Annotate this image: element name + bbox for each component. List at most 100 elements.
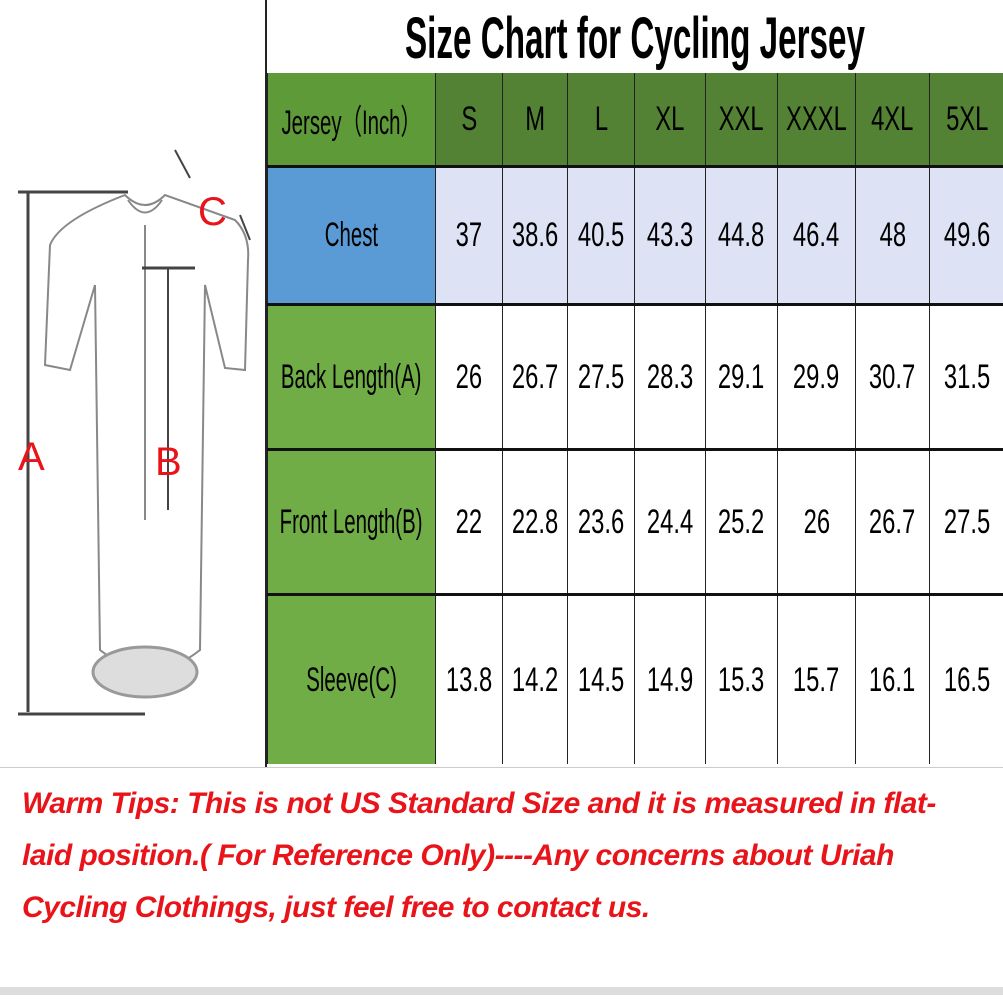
value-cell: 13.8 bbox=[435, 594, 503, 764]
cell-value: 49.6 bbox=[943, 216, 990, 254]
size-label: XL bbox=[655, 99, 685, 138]
cell-value: 15.3 bbox=[718, 660, 765, 699]
title-text: Size Chart for Cycling Jersey bbox=[405, 6, 865, 71]
cell-value: 14.5 bbox=[577, 660, 625, 699]
warm-tips-box: Warm Tips: This is not US Standard Size … bbox=[0, 767, 1003, 995]
value-cell: 29.9 bbox=[777, 304, 856, 451]
cell-value: 26 bbox=[455, 357, 483, 396]
value-cell: 26.7 bbox=[502, 304, 568, 451]
size-header: L bbox=[567, 73, 635, 168]
cell-value: 23.6 bbox=[577, 502, 625, 541]
size-label: XXXL bbox=[786, 99, 847, 138]
row-label: Sleeve(C) bbox=[306, 660, 397, 699]
cell-value: 38.6 bbox=[511, 216, 559, 254]
cell-value: 14.2 bbox=[511, 660, 559, 699]
divider bbox=[265, 0, 267, 767]
value-cell: 26.7 bbox=[855, 449, 930, 596]
value-cell: 28.3 bbox=[634, 304, 706, 451]
row-header: Back Length(A) bbox=[267, 304, 436, 451]
label-b: B bbox=[155, 440, 182, 484]
size-header: XL bbox=[634, 73, 706, 168]
value-cell: 14.5 bbox=[567, 594, 635, 764]
value-cell: 22.8 bbox=[502, 449, 568, 596]
row-header: Chest bbox=[267, 166, 436, 306]
size-header: 4XL bbox=[855, 73, 930, 168]
size-table: Jersey（Inch） S M L XL XXL XXXL 4XL 5XL C… bbox=[267, 73, 1003, 764]
size-header: 5XL bbox=[929, 73, 1003, 168]
value-cell: 16.1 bbox=[855, 594, 930, 764]
chart-title: Size Chart for Cycling Jersey bbox=[405, 6, 865, 71]
value-cell: 49.6 bbox=[929, 166, 1003, 306]
value-cell: 27.5 bbox=[567, 304, 635, 451]
label-a: A bbox=[18, 435, 45, 479]
value-cell: 25.2 bbox=[705, 449, 778, 596]
size-label: L bbox=[594, 99, 608, 138]
corner-label: Jersey（Inch） bbox=[281, 103, 422, 142]
size-header: XXL bbox=[705, 73, 778, 168]
size-label: M bbox=[525, 99, 545, 138]
cell-value: 22.8 bbox=[511, 502, 559, 541]
cell-value: 30.7 bbox=[869, 357, 916, 396]
cell-value: 37 bbox=[455, 216, 483, 254]
header-row: Jersey（Inch） S M L XL XXL XXXL 4XL 5XL bbox=[267, 73, 1003, 168]
size-header: XXXL bbox=[777, 73, 856, 168]
row-label: Front Length(B) bbox=[280, 502, 423, 541]
cell-value: 31.5 bbox=[943, 357, 990, 396]
cell-value: 44.8 bbox=[718, 216, 765, 254]
cell-value: 14.9 bbox=[646, 660, 694, 699]
value-cell: 22 bbox=[435, 449, 503, 596]
row-label: Chest bbox=[324, 216, 379, 254]
size-header: S bbox=[435, 73, 503, 168]
row-header: Front Length(B) bbox=[267, 449, 436, 596]
cell-value: 27.5 bbox=[943, 502, 990, 541]
cell-value: 16.1 bbox=[869, 660, 916, 699]
cell-value: 22 bbox=[455, 502, 483, 541]
cell-value: 29.9 bbox=[793, 357, 840, 396]
cell-value: 25.2 bbox=[718, 502, 765, 541]
warm-tips-text: Warm Tips: This is not US Standard Size … bbox=[22, 787, 936, 924]
cell-value: 16.5 bbox=[943, 660, 990, 699]
value-cell: 24.4 bbox=[634, 449, 706, 596]
value-cell: 46.4 bbox=[777, 166, 856, 306]
value-cell: 27.5 bbox=[929, 449, 1003, 596]
value-cell: 37 bbox=[435, 166, 503, 306]
size-label: 4XL bbox=[871, 99, 914, 138]
cell-value: 43.3 bbox=[646, 216, 694, 254]
size-label: 5XL bbox=[945, 99, 988, 138]
value-cell: 15.7 bbox=[777, 594, 856, 764]
cell-value: 46.4 bbox=[793, 216, 840, 254]
table-row: Chest 37 38.6 40.5 43.3 44.8 46.4 48 49.6 bbox=[267, 166, 1003, 306]
value-cell: 30.7 bbox=[855, 304, 930, 451]
cell-value: 27.5 bbox=[577, 357, 625, 396]
table-row: Front Length(B) 22 22.8 23.6 24.4 25.2 26 26.7 2… bbox=[267, 449, 1003, 596]
jersey-diagram: A B C bbox=[18, 149, 251, 716]
cell-value: 26 bbox=[803, 502, 830, 541]
cell-value: 28.3 bbox=[646, 357, 694, 396]
size-label: XXL bbox=[718, 99, 764, 138]
value-cell: 14.9 bbox=[634, 594, 706, 764]
corner-cell: Jersey（Inch） bbox=[267, 73, 436, 168]
cell-value: 24.4 bbox=[646, 502, 694, 541]
cell-value: 29.1 bbox=[718, 357, 765, 396]
size-header: M bbox=[502, 73, 568, 168]
cell-value: 13.8 bbox=[445, 660, 493, 699]
value-cell: 15.3 bbox=[705, 594, 778, 764]
value-cell: 44.8 bbox=[705, 166, 778, 306]
value-cell: 31.5 bbox=[929, 304, 1003, 451]
value-cell: 48 bbox=[855, 166, 930, 306]
label-c: C bbox=[198, 190, 227, 234]
value-cell: 26 bbox=[777, 449, 856, 596]
table-row: Back Length(A) 26 26.7 27.5 28.3 29.1 29.9 30.7… bbox=[267, 304, 1003, 451]
cell-value: 26.7 bbox=[869, 502, 916, 541]
value-cell: 26 bbox=[435, 304, 503, 451]
value-cell: 38.6 bbox=[502, 166, 568, 306]
value-cell: 16.5 bbox=[929, 594, 1003, 764]
value-cell: 14.2 bbox=[502, 594, 568, 764]
table-row: Sleeve(C) 13.8 14.2 14.5 14.9 15.3 15.7 16.1 16.… bbox=[267, 594, 1003, 764]
cell-value: 40.5 bbox=[577, 216, 625, 254]
cell-value: 48 bbox=[879, 216, 906, 254]
size-label: S bbox=[461, 99, 477, 138]
value-cell: 43.3 bbox=[634, 166, 706, 306]
cell-value: 15.7 bbox=[793, 660, 840, 699]
value-cell: 29.1 bbox=[705, 304, 778, 451]
